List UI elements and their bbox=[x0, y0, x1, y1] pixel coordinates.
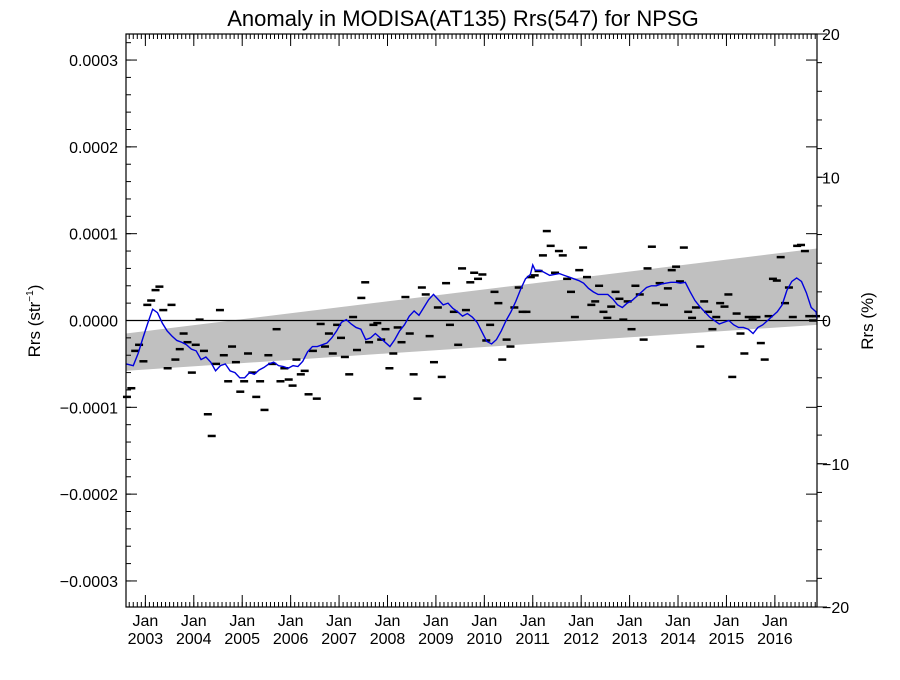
x-tick-label-month: Jan bbox=[520, 613, 546, 630]
x-tick-label-month: Jan bbox=[326, 613, 352, 630]
y2-tick-label: −20 bbox=[822, 600, 849, 617]
x-tick-label-year: 2009 bbox=[418, 631, 454, 648]
x-tick-label-year: 2010 bbox=[467, 631, 503, 648]
y-tick-label: −0.0003 bbox=[60, 574, 118, 591]
x-tick-label-month: Jan bbox=[423, 613, 449, 630]
x-tick-label-year: 2011 bbox=[516, 631, 551, 648]
x-tick-label-year: 2016 bbox=[757, 631, 793, 648]
chart-title: Anomaly in MODISA(AT135) Rrs(547) for NP… bbox=[227, 6, 699, 31]
x-tick-label-month: Jan bbox=[714, 613, 740, 630]
x-tick-label-month: Jan bbox=[181, 613, 207, 630]
x-tick-label-month: Jan bbox=[375, 613, 401, 630]
y2-tick-label: 0 bbox=[822, 314, 831, 331]
y2-axis-label: Rrs (%) bbox=[858, 292, 877, 350]
y-tick-label: 0.0003 bbox=[69, 53, 118, 70]
y-axis-label-close: ) bbox=[25, 285, 44, 291]
x-tick-label-month: Jan bbox=[617, 613, 643, 630]
x-tick-label-year: 2008 bbox=[370, 631, 406, 648]
x-tick-label-month: Jan bbox=[568, 613, 594, 630]
y2-tick-label: 10 bbox=[822, 170, 840, 187]
x-tick-label-year: 2006 bbox=[273, 631, 309, 648]
running-mean-line bbox=[125, 262, 818, 379]
x-tick-label-month: Jan bbox=[665, 613, 691, 630]
x-tick-label-month: Jan bbox=[278, 613, 304, 630]
x-tick-label-year: 2003 bbox=[128, 631, 164, 648]
y-axis-label-sup: −1 bbox=[25, 290, 36, 302]
x-tick-label-year: 2015 bbox=[709, 631, 745, 648]
x-tick-label-month: Jan bbox=[132, 613, 158, 630]
y-axis-label: Rrs (str−1) bbox=[25, 285, 44, 358]
y-tick-label: 0.0001 bbox=[69, 227, 118, 244]
x-tick-label-month: Jan bbox=[762, 613, 788, 630]
x-tick-label-month: Jan bbox=[229, 613, 255, 630]
y-axis-label-main: Rrs (str bbox=[25, 301, 44, 357]
y2-tick-label: −10 bbox=[822, 457, 849, 474]
y-tick-label: 0.0002 bbox=[69, 140, 118, 157]
x-tick-label-month: Jan bbox=[471, 613, 497, 630]
plot-area: 0.0003 0.0002 0.0001 0.0000 −0.0001 −0.0002 −0… bbox=[60, 27, 850, 648]
y-tick-label: −0.0002 bbox=[60, 487, 118, 504]
x-tick-label-year: 2007 bbox=[321, 631, 357, 648]
y-tick-label: 0.0000 bbox=[69, 314, 118, 331]
trend-band bbox=[126, 248, 817, 371]
x-tick-label-year: 2012 bbox=[563, 631, 599, 648]
x-tick-label-year: 2004 bbox=[176, 631, 212, 648]
x-tick-label-year: 2005 bbox=[224, 631, 260, 648]
y-tick-label: −0.0001 bbox=[60, 400, 118, 417]
x-tick-label-year: 2013 bbox=[612, 631, 648, 648]
x-tick-label-year: 2014 bbox=[660, 631, 696, 648]
y2-tick-label: 20 bbox=[822, 27, 840, 44]
